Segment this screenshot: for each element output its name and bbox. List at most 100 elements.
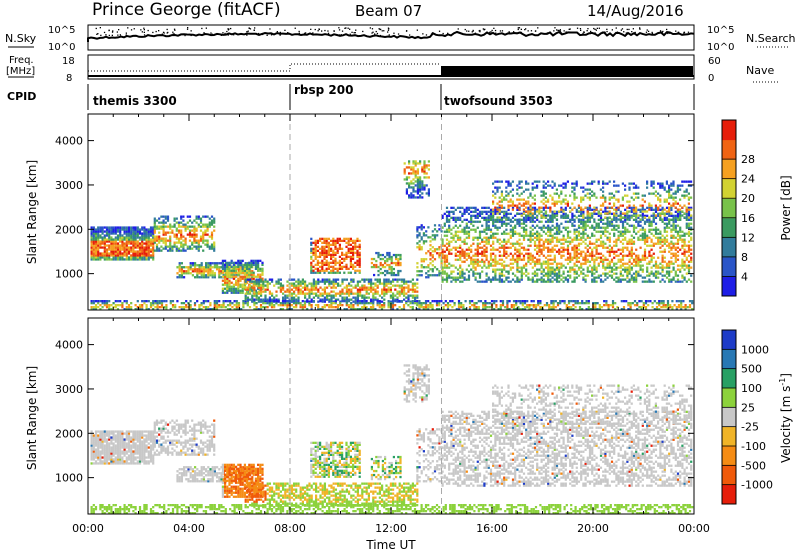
range-time-cell: [218, 262, 221, 265]
range-time-cell: [138, 244, 142, 247]
range-time-cell: [454, 248, 457, 251]
range-time-cell: [152, 234, 155, 237]
range-time-cell: [352, 251, 355, 254]
range-time-cell: [422, 240, 425, 243]
range-time-cell: [237, 263, 240, 266]
range-time-cell: [470, 262, 473, 265]
range-time-cell: [538, 180, 541, 183]
range-time-cell: [591, 256, 594, 259]
range-time-cell: [112, 248, 115, 251]
range-time-cell: [663, 248, 666, 251]
range-time-cell: [224, 281, 227, 284]
range-time-cell: [687, 250, 691, 253]
range-time-cell: [549, 250, 552, 253]
nsearch-dot: [579, 28, 582, 30]
range-time-cell: [330, 265, 333, 268]
range-time-cell: [516, 258, 519, 261]
range-time-cell: [164, 225, 167, 228]
range-time-cell: [319, 292, 322, 295]
range-time-cell: [619, 260, 622, 263]
range-time-cell: [158, 237, 161, 240]
range-time-cell: [522, 220, 526, 223]
range-time-cell: [500, 258, 504, 261]
range-time-cell: [624, 218, 627, 221]
range-time-cell: [370, 286, 373, 289]
range-time-cell: [316, 267, 319, 270]
range-time-cell: [549, 184, 552, 187]
range-time-cell: [149, 234, 153, 237]
range-time-cell: [470, 260, 473, 263]
range-time-cell: [586, 224, 589, 227]
range-time-cell: [676, 250, 680, 253]
range-time-cell: [448, 242, 451, 245]
range-time-cell: [571, 224, 574, 227]
range-time-cell: [94, 228, 98, 231]
range-time-cell: [454, 230, 457, 233]
range-time-cell: [297, 296, 300, 299]
range-time-cell: [531, 232, 534, 235]
range-time-cell: [505, 252, 508, 255]
range-time-cell: [243, 265, 246, 268]
range-time-cell: [516, 270, 519, 273]
range-time-cell: [595, 240, 598, 243]
range-time-cell: [235, 268, 238, 271]
range-time-cell: [544, 280, 548, 283]
range-time-cell: [352, 257, 355, 260]
range-time-cell: [221, 265, 224, 268]
range-time-cell: [141, 258, 144, 261]
range-time-cell: [586, 268, 589, 271]
range-time-cell: [445, 210, 449, 213]
range-time-cell: [345, 263, 348, 266]
range-time-cell: [481, 280, 484, 283]
range-time-cell: [573, 256, 576, 259]
range-time-cell: [560, 222, 563, 225]
range-time-cell: [489, 208, 493, 211]
range-time-cell: [536, 274, 539, 277]
range-time-cell: [251, 296, 254, 299]
range-time-cell: [536, 186, 539, 189]
range-time-cell: [348, 288, 351, 291]
range-time-cell: [648, 254, 651, 257]
range-time-cell: [481, 210, 484, 213]
range-time-cell: [630, 278, 633, 281]
range-time-cell: [359, 294, 362, 297]
range-time-cell: [527, 208, 530, 211]
range-time-cell: [197, 225, 200, 228]
range-time-cell: [188, 247, 192, 250]
range-time-cell: [119, 230, 122, 233]
range-time-cell: [327, 261, 330, 264]
range-time-cell: [99, 230, 102, 233]
range-time-cell: [224, 275, 227, 278]
range-time-cell: [99, 236, 102, 239]
range-time-cell: [218, 274, 221, 277]
range-time-cell: [639, 246, 642, 249]
range-time-cell: [103, 230, 106, 233]
range-time-cell: [94, 248, 98, 251]
nsearch-dot: [258, 32, 260, 35]
range-time-cell: [145, 232, 148, 235]
range-time-cell: [330, 261, 333, 264]
range-time-cell: [569, 268, 572, 271]
range-time-cell: [448, 212, 451, 215]
range-time-cell: [624, 236, 627, 239]
range-time-cell: [593, 278, 596, 281]
range-time-cell: [604, 256, 607, 259]
range-time-cell: [416, 178, 419, 181]
range-time-cell: [615, 244, 618, 247]
range-time-cell: [103, 248, 106, 251]
range-time-cell: [547, 214, 550, 217]
range-time-cell: [323, 296, 326, 299]
range-time-cell: [277, 298, 280, 301]
range-time-cell: [606, 230, 609, 233]
range-time-cell: [334, 259, 337, 262]
range-time-cell: [542, 198, 545, 201]
range-time-cell: [395, 253, 398, 257]
range-time-cell: [389, 296, 392, 299]
range-time-cell: [226, 263, 229, 266]
range-time-cell: [465, 252, 468, 255]
range-time-cell: [202, 270, 205, 273]
range-time-cell: [130, 228, 133, 231]
range-time-cell: [661, 256, 664, 259]
range-time-cell: [398, 294, 401, 297]
nsearch-dot: [568, 28, 570, 30]
